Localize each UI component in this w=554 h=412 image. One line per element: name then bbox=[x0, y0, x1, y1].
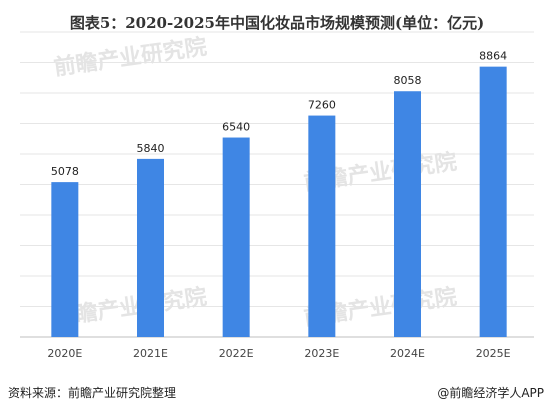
x-tick-label: 2020E bbox=[47, 347, 82, 360]
source-note: 资料来源：前瞻产业研究院整理 bbox=[8, 386, 177, 400]
value-label: 6540 bbox=[222, 121, 250, 134]
bar bbox=[137, 158, 164, 337]
value-label: 5840 bbox=[137, 142, 165, 155]
x-tick-label: 2025E bbox=[476, 347, 511, 360]
x-tick-label: 2024E bbox=[390, 347, 425, 360]
value-label: 8864 bbox=[479, 50, 507, 63]
value-labels: 5078 5840 6540 7260 8058 8864 bbox=[51, 50, 507, 178]
bars bbox=[51, 66, 507, 337]
bar bbox=[308, 115, 336, 337]
value-label: 5078 bbox=[51, 165, 79, 178]
bar bbox=[479, 66, 507, 337]
x-tick-label: 2022E bbox=[219, 347, 254, 360]
x-tick-label: 2021E bbox=[133, 347, 168, 360]
value-label: 8058 bbox=[394, 74, 422, 87]
bar bbox=[51, 182, 79, 337]
x-tick-label: 2023E bbox=[304, 347, 339, 360]
x-tick-labels: 2020E 2021E 2022E 2023E 2024E 2025E bbox=[47, 347, 510, 360]
value-label: 7260 bbox=[308, 99, 336, 112]
bar bbox=[394, 91, 421, 337]
brand-credit: @前瞻经济学人APP bbox=[437, 386, 544, 400]
grid-lines bbox=[20, 31, 534, 338]
bar bbox=[222, 137, 250, 337]
chart-title: 图表5：2020-2025年中国化妆品市场规模预测(单位：亿元) bbox=[69, 14, 485, 32]
watermark-text: 前瞻产业研究院 bbox=[52, 34, 208, 81]
